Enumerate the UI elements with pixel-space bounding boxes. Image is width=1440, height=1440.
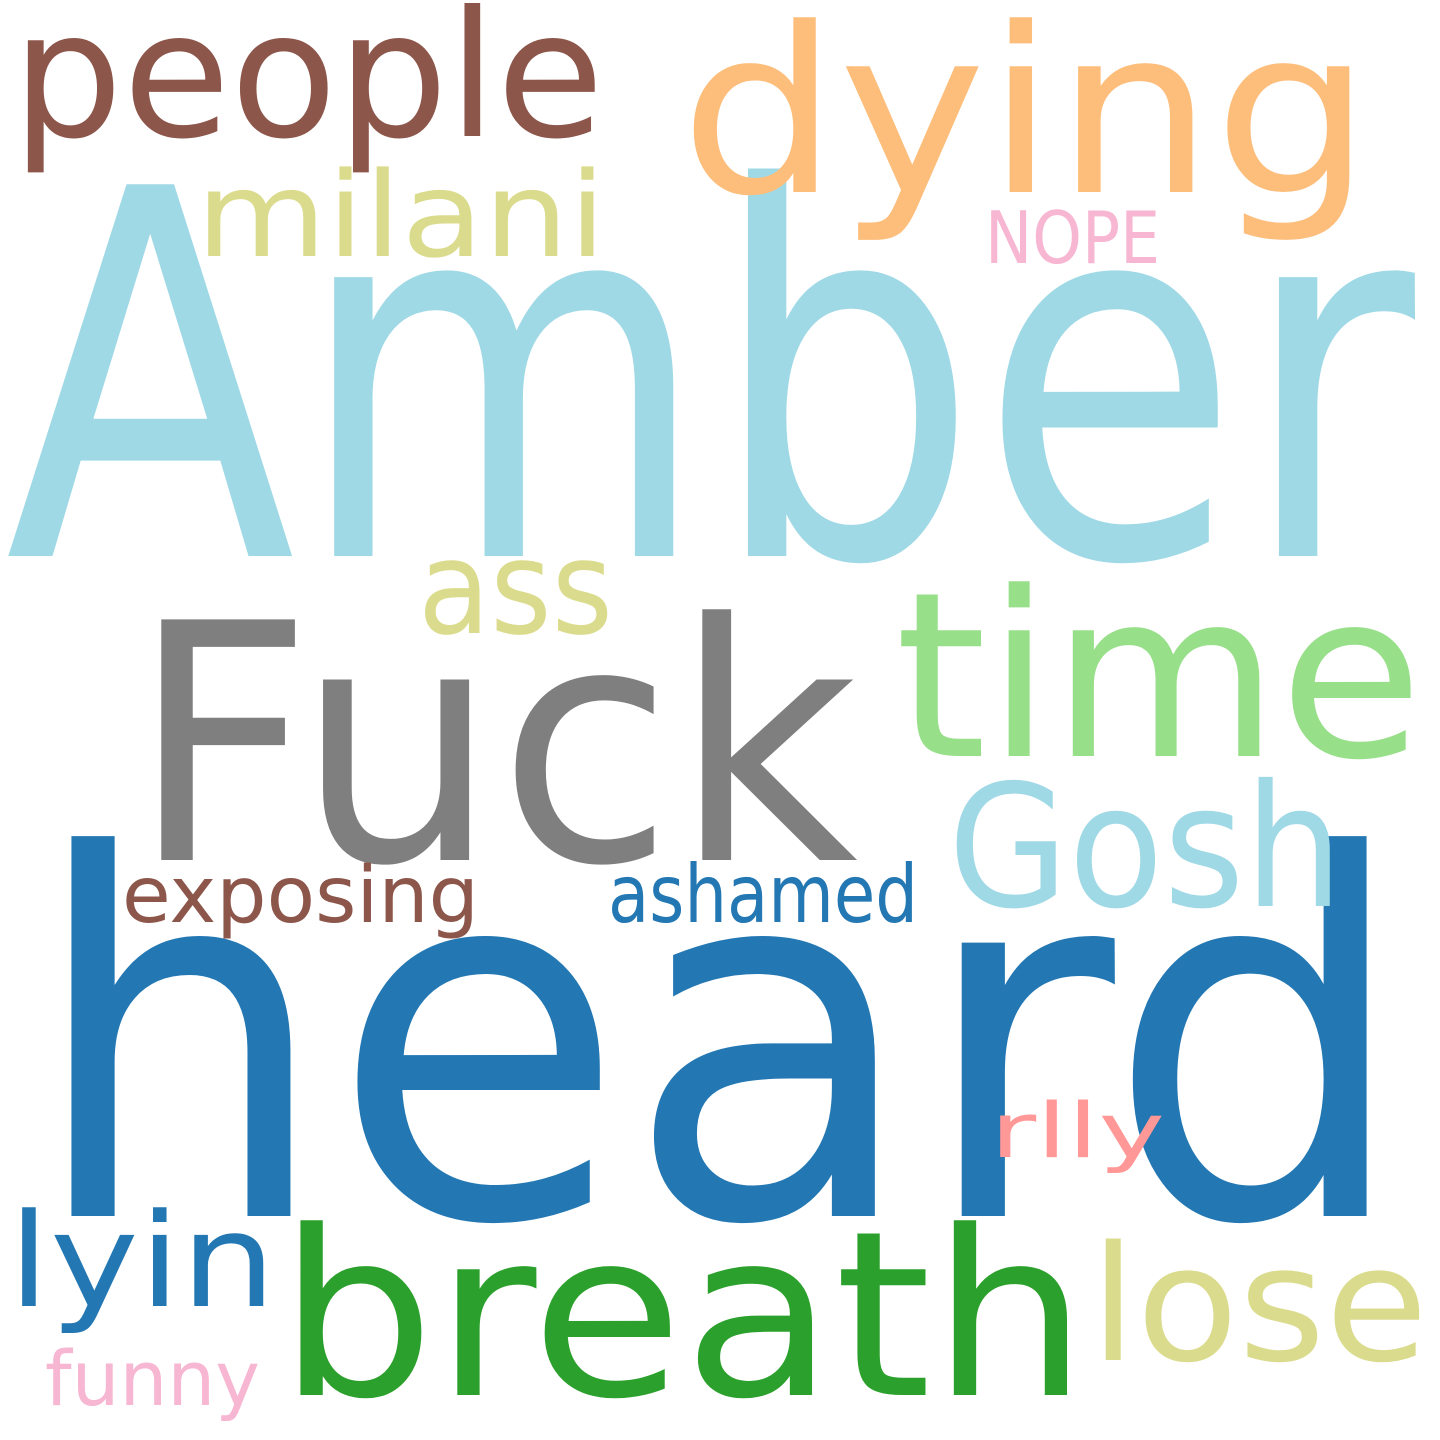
word-fuck: Fuck — [130, 554, 858, 938]
word-amber: Amber — [5, 84, 1420, 677]
word-milani: milani — [196, 146, 606, 284]
word-breath: breath — [278, 1183, 1088, 1440]
word-ass: ass — [418, 512, 613, 664]
word-funny: funny — [45, 1334, 260, 1423]
word-nope: NOPE — [985, 196, 1160, 280]
word-ashamed: ashamed — [608, 848, 918, 941]
word-heard: heard — [28, 752, 1410, 1334]
word-people: people — [12, 0, 604, 178]
word-gosh: Gosh — [948, 749, 1343, 947]
word-dying: dying — [680, 0, 1372, 247]
word-lose: lose — [1090, 1211, 1428, 1398]
word-exposing: exposing — [122, 851, 479, 941]
word-time: time — [895, 544, 1423, 811]
word-lyin: lyin — [8, 1185, 276, 1337]
word-rlly: rlly — [990, 1086, 1165, 1175]
